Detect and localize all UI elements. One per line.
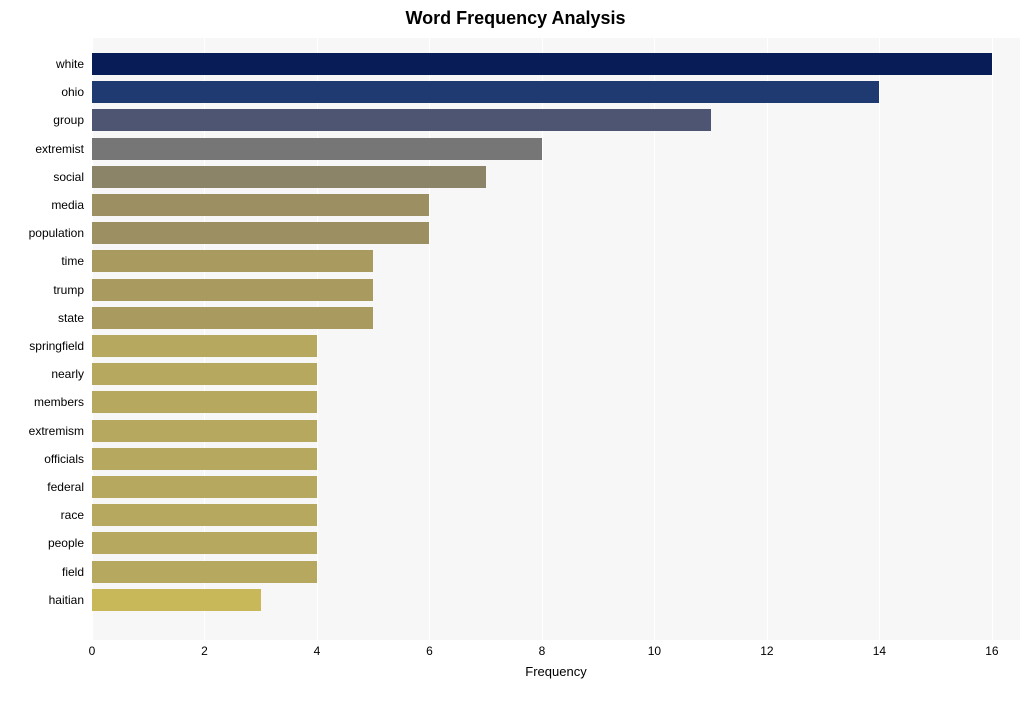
- y-tick-label: trump: [0, 283, 84, 297]
- bar: [92, 504, 317, 526]
- x-axis-label: Frequency: [92, 664, 1020, 679]
- bar: [92, 335, 317, 357]
- x-tick-label: 8: [539, 644, 546, 658]
- x-tick-label: 10: [648, 644, 661, 658]
- bar: [92, 363, 317, 385]
- grid-line: [767, 38, 768, 640]
- plot-area: [92, 38, 1020, 640]
- y-axis-labels: white ohio group extremist social media popula…: [0, 38, 90, 640]
- y-tick-label: people: [0, 536, 84, 550]
- bar: [92, 532, 317, 554]
- bar: [92, 307, 373, 329]
- bar: [92, 448, 317, 470]
- chart-title: Word Frequency Analysis: [0, 8, 1031, 29]
- bar: [92, 166, 486, 188]
- y-tick-label: media: [0, 198, 84, 212]
- x-tick-label: 14: [873, 644, 886, 658]
- bar: [92, 279, 373, 301]
- bar: [92, 420, 317, 442]
- x-tick-label: 2: [201, 644, 208, 658]
- grid-line: [879, 38, 880, 640]
- x-tick-label: 6: [426, 644, 433, 658]
- y-tick-label: time: [0, 254, 84, 268]
- bar: [92, 138, 542, 160]
- bar: [92, 589, 261, 611]
- y-tick-label: springfield: [0, 339, 84, 353]
- y-tick-label: haitian: [0, 593, 84, 607]
- y-tick-label: federal: [0, 480, 84, 494]
- x-axis-tick-labels: 0 2 4 6 8 10 12 14 16: [92, 640, 1020, 662]
- y-tick-label: field: [0, 565, 84, 579]
- x-tick-label: 0: [89, 644, 96, 658]
- y-tick-label: race: [0, 508, 84, 522]
- y-tick-label: members: [0, 395, 84, 409]
- y-tick-label: state: [0, 311, 84, 325]
- bar: [92, 109, 711, 131]
- bar: [92, 194, 429, 216]
- bar: [92, 53, 992, 75]
- y-tick-label: group: [0, 113, 84, 127]
- bar: [92, 561, 317, 583]
- bar: [92, 476, 317, 498]
- y-tick-label: ohio: [0, 85, 84, 99]
- y-tick-label: officials: [0, 452, 84, 466]
- grid-line: [992, 38, 993, 640]
- x-tick-label: 12: [760, 644, 773, 658]
- y-tick-label: extremist: [0, 142, 84, 156]
- y-tick-label: white: [0, 57, 84, 71]
- bar: [92, 81, 879, 103]
- y-tick-label: social: [0, 170, 84, 184]
- bar: [92, 250, 373, 272]
- y-tick-label: nearly: [0, 367, 84, 381]
- bar: [92, 391, 317, 413]
- bar: [92, 222, 429, 244]
- x-tick-label: 16: [985, 644, 998, 658]
- chart-container: Word Frequency Analysis white ohio group ex…: [0, 0, 1031, 701]
- x-tick-label: 4: [314, 644, 321, 658]
- y-tick-label: population: [0, 226, 84, 240]
- y-tick-label: extremism: [0, 424, 84, 438]
